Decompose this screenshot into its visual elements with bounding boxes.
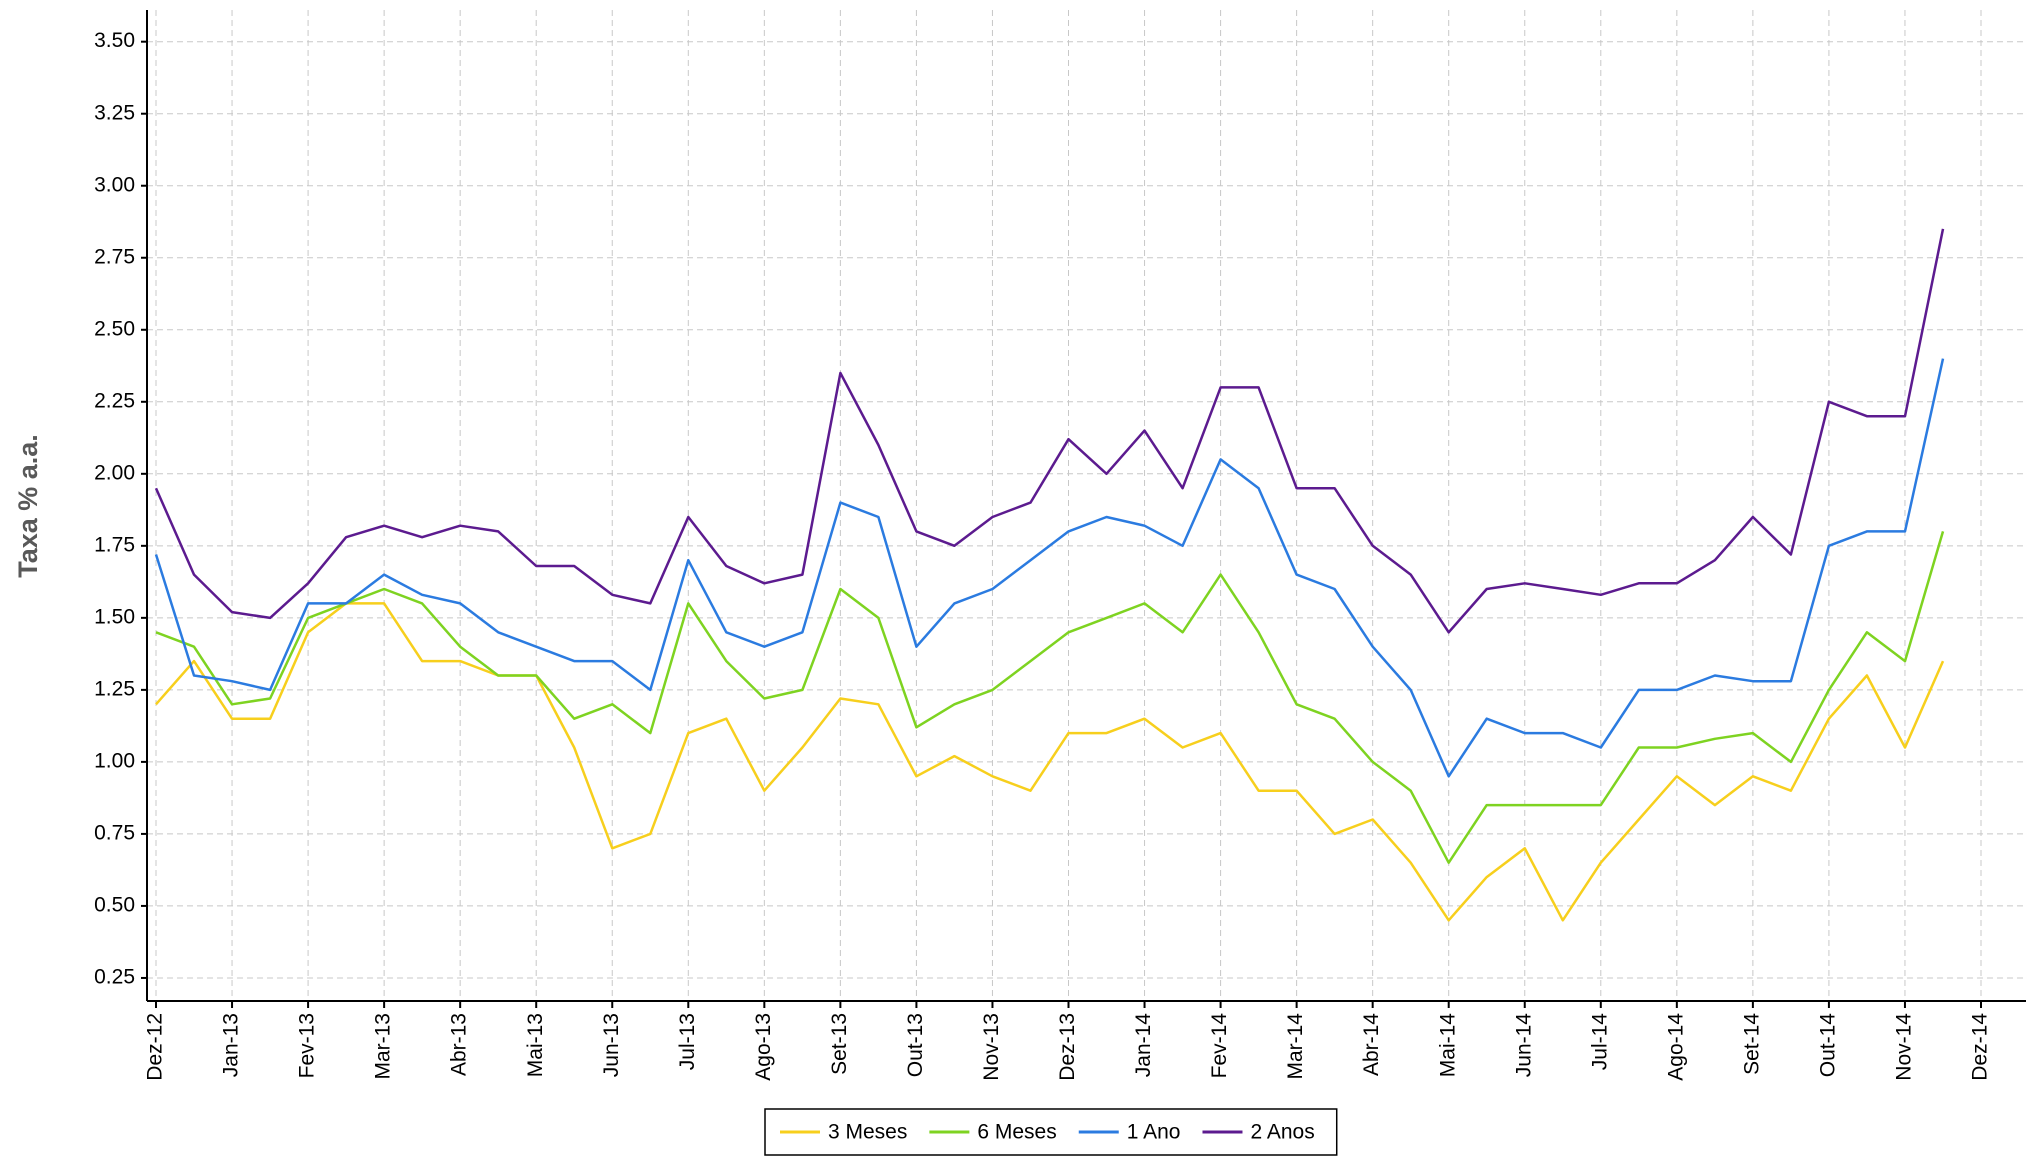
x-tick-label: Abr-13 — [448, 1013, 471, 1076]
legend-label: 1 Ano — [1127, 1121, 1181, 1144]
x-tick-label: Jul-13 — [676, 1013, 699, 1070]
x-tick-label: Jul-14 — [1588, 1013, 1611, 1071]
x-tick-label: Jun-14 — [1512, 1013, 1535, 1078]
y-tick-label: 2.50 — [94, 317, 135, 340]
x-tick-label: Out-14 — [1816, 1013, 1839, 1078]
legend: 3 Meses 6 Meses 1 Ano 2 Anos — [764, 1108, 1338, 1156]
x-tick-label: Mai-14 — [1436, 1013, 1459, 1078]
x-tick-label: Jun-13 — [600, 1013, 623, 1077]
x-tick-label: Jan-14 — [1132, 1013, 1155, 1078]
x-tick-label: Nov-14 — [1893, 1013, 1916, 1081]
x-tick-label: Out-13 — [904, 1013, 927, 1077]
x-tick-label: Abr-14 — [1360, 1013, 1383, 1076]
y-axis-label: Taxa % a.a. — [13, 434, 43, 578]
y-tick-label: 2.75 — [94, 245, 135, 268]
y-tick-label: 3.50 — [94, 29, 135, 52]
series-line — [155, 531, 1945, 864]
x-tick-label: Ago-14 — [1664, 1013, 1687, 1081]
x-tick-label: Mar-13 — [372, 1013, 395, 1080]
x-tick-label: Jan-13 — [220, 1013, 243, 1077]
series-line — [155, 602, 1945, 922]
y-tick-label: 3.25 — [94, 101, 135, 124]
x-tick-label: Dez-13 — [1056, 1013, 1079, 1081]
x-tick-label: Nov-13 — [980, 1013, 1003, 1081]
x-tick-label: Mai-13 — [524, 1013, 547, 1077]
y-tick-label: 2.00 — [94, 461, 135, 484]
x-tick-label: Dez-14 — [1969, 1013, 1992, 1081]
y-tick-label: 1.00 — [94, 749, 135, 772]
y-tick-label: 1.75 — [94, 533, 135, 556]
x-tick-label: Fev-13 — [296, 1013, 319, 1078]
x-tick-label: Fev-14 — [1208, 1013, 1231, 1079]
y-tick-label: 1.50 — [94, 605, 135, 628]
y-tick-label: 0.25 — [94, 966, 135, 989]
y-tick-label: 3.00 — [94, 173, 135, 196]
series-line — [154, 228, 1945, 634]
x-tick-label: Mar-14 — [1284, 1013, 1307, 1080]
y-tick-label: 2.25 — [94, 389, 135, 412]
legend-label: 2 Anos — [1250, 1121, 1314, 1144]
x-tick-label: Set-14 — [1740, 1013, 1763, 1075]
y-tick-label: 0.50 — [94, 893, 135, 916]
x-tick-label: Dez-12 — [144, 1013, 167, 1081]
y-tick-label: 1.25 — [94, 677, 135, 700]
x-tick-label: Set-13 — [828, 1013, 851, 1075]
x-tick-label: Ago-13 — [752, 1013, 775, 1081]
series-line — [154, 358, 1945, 778]
legend-label: 6 Meses — [977, 1121, 1056, 1144]
y-tick-label: 0.75 — [94, 821, 135, 844]
legend-label: 3 Meses — [828, 1121, 907, 1144]
